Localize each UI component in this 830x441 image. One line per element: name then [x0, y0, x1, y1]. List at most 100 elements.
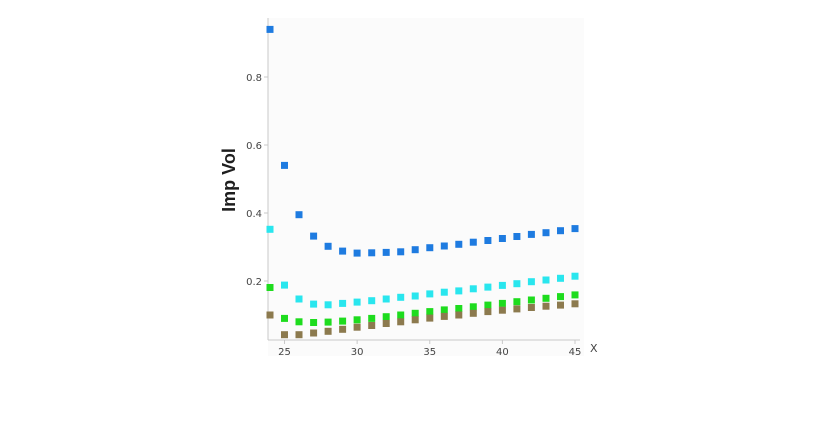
y-axis-ticks: 0.2 0.4 0.6 0.8	[246, 73, 268, 288]
data-point-series-4	[266, 311, 274, 319]
data-point-series-4	[455, 311, 463, 319]
data-point-series-2	[426, 290, 434, 298]
data-point-series-1	[397, 248, 405, 256]
data-point-series-2	[469, 285, 477, 293]
data-point-series-4	[295, 331, 303, 339]
data-point-series-2	[411, 292, 419, 300]
data-point-series-1	[484, 237, 492, 244]
x-tick-label: 40	[496, 347, 509, 358]
data-point-series-2	[353, 298, 361, 306]
data-point-series-3	[498, 299, 506, 307]
data-point-series-3	[513, 298, 521, 306]
data-point-series-3	[339, 317, 347, 325]
data-point-series-1	[310, 232, 318, 240]
data-point-series-1	[542, 229, 550, 237]
data-point-series-3	[411, 309, 419, 317]
data-point-series-4	[440, 312, 448, 320]
data-point-series-4	[527, 304, 535, 311]
x-tick-label: 30	[351, 347, 364, 358]
data-point-series-4	[310, 329, 318, 337]
data-point-series-1	[498, 235, 506, 242]
data-point-series-3	[426, 308, 434, 316]
data-point-series-3	[527, 296, 535, 304]
data-point-series-4	[484, 308, 492, 316]
data-point-series-1	[382, 248, 390, 256]
data-point-series-4	[324, 327, 332, 335]
data-point-series-3	[571, 291, 579, 299]
data-point-series-2	[382, 295, 390, 303]
y-tick-label: 0.6	[246, 141, 262, 152]
data-point-series-3	[455, 305, 463, 312]
data-point-series-1	[295, 211, 303, 219]
data-point-series-2	[266, 225, 274, 233]
y-tick-label: 0.2	[246, 277, 262, 288]
data-point-series-2	[484, 283, 492, 291]
data-point-series-3	[484, 301, 492, 309]
data-point-series-3	[310, 319, 318, 326]
data-point-series-2	[498, 281, 506, 289]
data-point-series-2	[455, 287, 463, 295]
data-point-series-1	[440, 242, 448, 250]
data-point-series-4	[382, 320, 390, 327]
y-tick-label: 0.8	[246, 73, 262, 84]
data-point-series-1	[353, 249, 361, 257]
data-point-series-3	[368, 314, 376, 322]
data-point-series-3	[397, 311, 405, 319]
data-point-series-4	[281, 331, 288, 339]
data-point-series-4	[368, 322, 376, 329]
data-point-series-4	[571, 300, 579, 308]
data-point-series-2	[571, 272, 579, 280]
data-point-series-3	[542, 294, 550, 302]
data-point-series-2	[281, 281, 288, 289]
data-point-series-3	[281, 314, 288, 322]
data-point-series-3	[382, 313, 390, 321]
data-point-series-2	[310, 300, 318, 308]
data-point-series-2	[397, 293, 405, 301]
data-point-series-4	[426, 314, 434, 322]
data-point-series-3	[324, 318, 332, 326]
data-point-series-1	[571, 225, 579, 233]
data-point-series-2	[295, 295, 303, 303]
data-point-series-1	[339, 247, 347, 255]
data-point-series-3	[557, 293, 564, 301]
data-point-series-4	[557, 301, 564, 309]
data-point-series-4	[353, 323, 361, 331]
data-point-series-4	[397, 318, 405, 326]
data-point-series-3	[440, 306, 448, 314]
x-axis-ticks: 25 30 35 40 45	[278, 340, 581, 358]
data-point-series-1	[368, 249, 376, 257]
data-point-series-4	[339, 325, 347, 333]
data-point-series-1	[557, 227, 564, 235]
data-point-series-3	[266, 284, 274, 291]
x-tick-label: 45	[569, 347, 582, 358]
data-point-series-1	[469, 238, 477, 246]
data-point-series-4	[498, 306, 506, 314]
y-tick-label: 0.4	[246, 209, 262, 220]
data-point-series-3	[353, 316, 361, 324]
x-tick-label: 25	[278, 347, 291, 358]
data-point-series-1	[426, 244, 434, 252]
data-point-series-4	[513, 305, 521, 313]
x-tick-label: 35	[423, 347, 436, 358]
data-point-series-2	[324, 301, 332, 309]
data-point-series-4	[542, 302, 550, 310]
data-point-series-1	[324, 242, 332, 250]
data-point-series-4	[469, 309, 477, 317]
data-point-series-2	[368, 297, 376, 305]
data-point-series-2	[527, 278, 535, 286]
x-axis-title: X	[590, 342, 598, 355]
data-points	[266, 25, 579, 339]
data-point-series-1	[513, 233, 521, 240]
data-point-series-1	[455, 240, 463, 248]
data-point-series-1	[411, 246, 419, 254]
data-point-series-2	[513, 280, 521, 288]
data-point-series-3	[295, 318, 303, 326]
data-point-series-1	[266, 25, 274, 33]
data-point-series-2	[440, 288, 448, 296]
data-point-series-1	[527, 230, 535, 238]
y-axis-title: Imp Vol	[219, 148, 239, 212]
data-point-series-4	[411, 316, 419, 324]
data-point-series-2	[557, 274, 564, 282]
